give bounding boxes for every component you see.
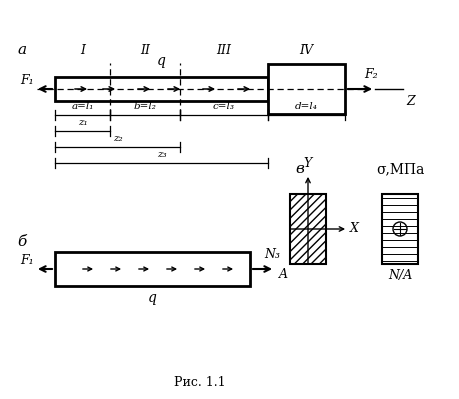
Text: c=l₃: c=l₃: [213, 102, 235, 111]
Bar: [381, 194, 417, 264]
Text: z₃: z₃: [157, 150, 166, 159]
Text: IV: IV: [299, 43, 313, 57]
Text: d=l₄: d=l₄: [294, 102, 317, 111]
Text: a=l₁: a=l₁: [71, 102, 94, 111]
Text: II: II: [140, 43, 150, 57]
Text: A: A: [279, 268, 287, 281]
Bar: [55, 252, 249, 286]
Text: X: X: [349, 223, 358, 235]
Text: σ,МПа: σ,МПа: [375, 162, 423, 176]
Text: b=l₂: b=l₂: [133, 102, 156, 111]
Text: N/A: N/A: [387, 269, 411, 282]
Text: F₁: F₁: [20, 74, 34, 87]
Text: z₂: z₂: [112, 134, 122, 143]
Text: a: a: [17, 43, 27, 57]
Text: F₂: F₂: [364, 68, 377, 81]
Bar: [268, 64, 344, 114]
Text: I: I: [80, 43, 85, 57]
Text: Y: Y: [303, 157, 312, 170]
Bar: [289, 194, 325, 264]
Text: в: в: [295, 162, 304, 176]
Text: Рис. 1.1: Рис. 1.1: [174, 376, 225, 389]
Text: q: q: [148, 291, 157, 305]
Text: N₃: N₃: [263, 248, 280, 261]
Bar: [55, 77, 268, 101]
Text: F₁: F₁: [20, 254, 34, 267]
Text: q: q: [157, 54, 166, 68]
Bar: [289, 194, 325, 264]
Text: Z: Z: [405, 95, 414, 108]
Text: z₁: z₁: [78, 118, 87, 127]
Text: III: III: [216, 43, 231, 57]
Text: б: б: [17, 235, 27, 249]
